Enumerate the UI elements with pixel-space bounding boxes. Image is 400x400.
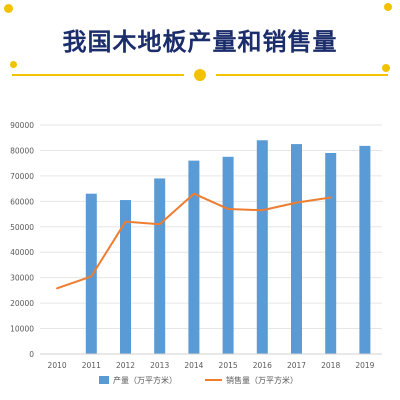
x-tick-label: 2019 <box>355 361 374 370</box>
y-tick-label: 40000 <box>10 248 34 257</box>
y-tick-label: 60000 <box>10 197 34 206</box>
y-tick-label: 0 <box>29 350 34 359</box>
bar <box>325 152 337 354</box>
legend-label-production: 产量（万平方米） <box>113 375 177 385</box>
bar <box>291 144 302 354</box>
bar <box>85 193 97 354</box>
y-tick-label: 90000 <box>10 121 34 130</box>
y-tick-label: 50000 <box>10 223 34 232</box>
legend-swatch-production <box>99 376 109 384</box>
y-tick-label: 70000 <box>10 172 34 181</box>
decor-dot-left-mid <box>10 61 17 68</box>
bar <box>256 140 268 354</box>
bar <box>154 178 166 354</box>
x-tick-label: 2015 <box>219 361 238 370</box>
page-title: 我国木地板产量和销售量 <box>62 28 338 56</box>
x-tick-label: 2016 <box>253 361 272 370</box>
y-tick-label: 10000 <box>10 325 34 334</box>
x-tick-label: 2013 <box>150 361 169 370</box>
x-tick-label: 2014 <box>184 361 203 370</box>
grid-layer <box>40 124 382 330</box>
y-tick-label: 80000 <box>10 146 34 155</box>
bar <box>188 160 200 354</box>
bar <box>359 145 371 354</box>
decor-dot-right-mid <box>382 64 390 72</box>
bar <box>222 156 234 354</box>
y-tick-label: 20000 <box>10 299 34 308</box>
x-tick-label: 2012 <box>116 361 135 370</box>
axis-layer: 0 10000 20000 30000 40000 50000 60000 70000 8000… <box>10 121 382 370</box>
decor-dot-top-left <box>4 4 13 13</box>
legend-label-sales: 销售量（万平方米） <box>226 375 298 385</box>
x-tick-label: 2011 <box>82 361 101 370</box>
bar-layer <box>85 140 371 354</box>
y-tick-label: 30000 <box>10 274 34 283</box>
bar <box>120 200 131 354</box>
decor-dot-center <box>194 69 206 81</box>
decor-line-left <box>12 74 184 76</box>
legend-layer: 产量（万平方米） 销售量（万平方米） <box>99 375 298 385</box>
decor-dot-top-right <box>384 3 392 11</box>
x-tick-label: 2017 <box>287 361 306 370</box>
x-tick-label: 2010 <box>48 361 67 370</box>
decor-line-right <box>216 74 388 76</box>
x-tick-label: 2018 <box>321 361 340 370</box>
line-layer <box>56 192 332 290</box>
